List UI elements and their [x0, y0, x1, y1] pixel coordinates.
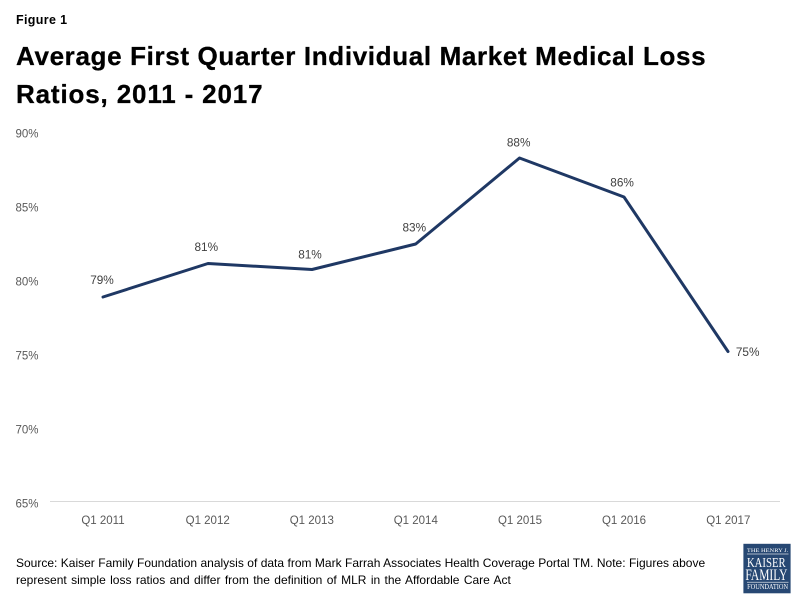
svg-text:Q1 2015: Q1 2015 [498, 515, 542, 527]
svg-text:Q1 2017: Q1 2017 [706, 515, 750, 527]
svg-text:Q1 2013: Q1 2013 [290, 515, 334, 527]
svg-text:KAISER: KAISER [747, 556, 786, 571]
svg-text:86%: 86% [610, 175, 634, 189]
svg-text:70%: 70% [15, 425, 38, 437]
svg-text:Q1 2011: Q1 2011 [81, 515, 124, 527]
svg-text:85%: 85% [15, 203, 38, 215]
svg-text:80%: 80% [15, 277, 38, 289]
svg-text:81%: 81% [194, 240, 218, 254]
svg-text:75%: 75% [736, 345, 760, 359]
svg-text:65%: 65% [15, 499, 38, 511]
svg-text:Q1 2016: Q1 2016 [602, 515, 646, 527]
svg-text:81%: 81% [298, 247, 322, 261]
svg-text:90%: 90% [15, 129, 38, 141]
svg-text:79%: 79% [90, 273, 114, 287]
svg-text:88%: 88% [507, 136, 531, 150]
svg-text:THE HENRY J.: THE HENRY J. [747, 548, 788, 554]
svg-text:FOUNDATION: FOUNDATION [747, 583, 788, 591]
svg-text:75%: 75% [15, 351, 38, 363]
svg-text:83%: 83% [402, 221, 426, 235]
svg-text:Q1 2014: Q1 2014 [394, 515, 439, 527]
svg-text:FAMILY: FAMILY [745, 567, 787, 584]
svg-text:Q1 2012: Q1 2012 [186, 515, 230, 527]
